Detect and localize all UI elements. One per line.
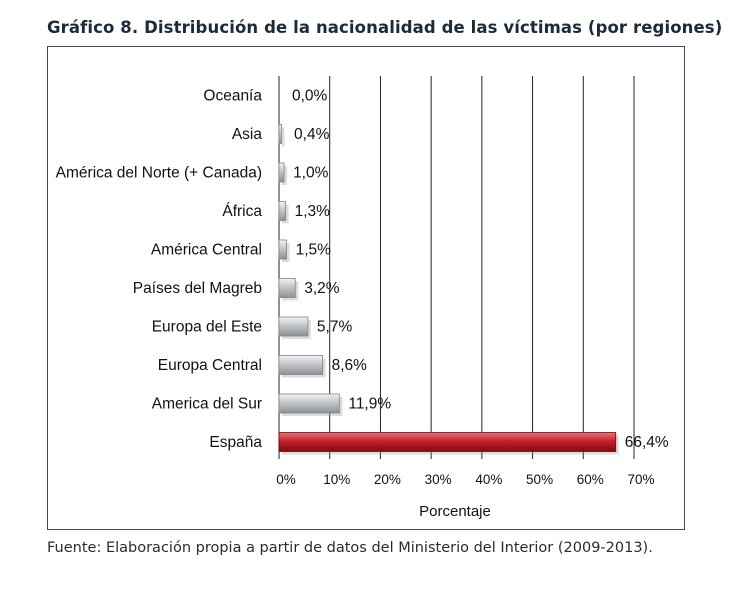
x-tick-label: 60% [577,472,604,487]
bar [278,432,617,452]
category-label: África [222,203,262,220]
bar [278,162,285,183]
bar [278,316,309,337]
x-tick-label: 70% [627,472,654,487]
x-tick-label: 10% [323,472,350,487]
value-label: 5,7% [317,319,353,336]
bar-shadow [282,127,285,147]
category-label: América Central [151,242,262,259]
source-note: Fuente: Elaboración propia a partir de d… [47,540,653,556]
category-label: Asia [232,126,263,143]
bar [278,239,288,260]
bar-shadow [282,166,288,185]
chart-title: Gráfico 8. Distribución de la nacionalid… [47,18,723,37]
bar [278,355,324,375]
chart-frame [47,46,685,530]
category-label: América del Norte (+ Canada) [56,165,262,182]
value-label: 11,9% [348,396,391,413]
category-label: Países del Magreb [133,280,262,297]
x-axis-title: Porcentaje [419,503,491,520]
category-label: Oceanía [203,88,262,105]
bar [278,278,296,298]
category-label: America del Sur [152,396,262,413]
value-label: 0,0% [292,88,328,105]
x-tick-label: 0% [276,472,296,487]
bar [278,393,340,414]
category-label: Europa Central [158,357,262,374]
value-label: 66,4% [625,434,669,451]
category-label: España [209,434,262,451]
value-label: 8,6% [332,357,368,374]
value-label: 1,0% [293,165,329,182]
x-tick-label: 20% [374,472,401,487]
bar [278,124,282,144]
value-label: 3,2% [304,280,340,297]
bar [278,201,286,221]
x-tick-label: 50% [526,472,553,487]
x-tick-label: 40% [475,472,502,487]
value-label: 1,3% [295,203,331,220]
value-label: 0,4% [294,126,330,143]
x-tick-label: 30% [425,472,452,487]
category-label: Europa del Este [152,319,262,336]
value-label: 1,5% [296,242,332,259]
